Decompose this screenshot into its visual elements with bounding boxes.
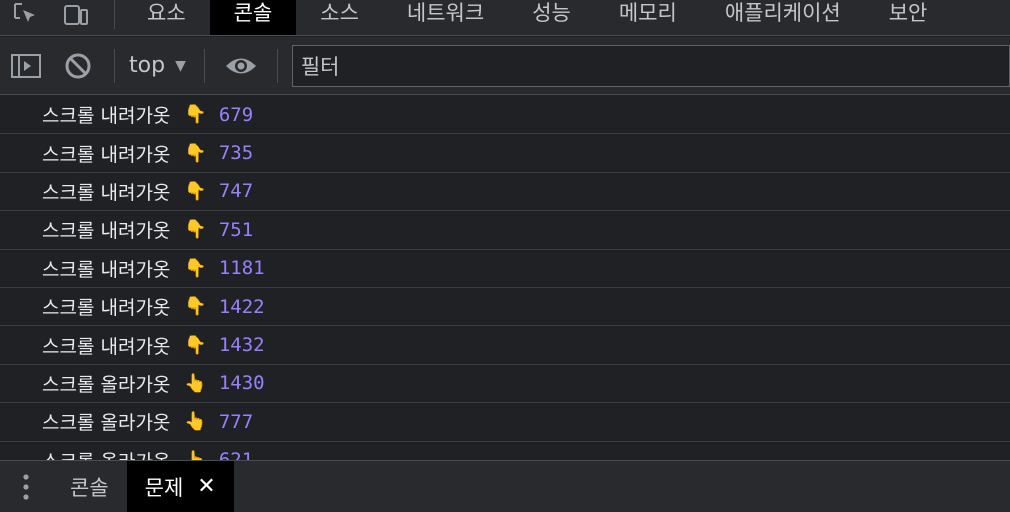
tab-elements[interactable]: 요소 [123,0,210,35]
log-message: 스크롤 내려가옷 [42,105,171,128]
console-row: 스크롤 내려가옷 👇 751 [0,211,1010,250]
log-number: 679 [218,103,254,126]
log-number: 1181 [218,257,265,280]
log-number: 751 [218,218,254,241]
console-row: 스크롤 내려가옷 👇 1432 [0,326,1010,365]
pointing-down-icon: 👇 [184,104,207,126]
toolbar-separator [114,48,115,83]
pointing-down-icon: 👇 [184,257,207,279]
toolbar-separator [203,48,205,83]
pointing-down-icon: 👇 [184,142,207,164]
drawer-tab-console[interactable]: 콘솔 [52,461,127,512]
tab-console[interactable]: 콘솔 [209,0,297,35]
context-label: top [129,53,166,78]
show-sidebar-button[interactable] [0,37,52,95]
tab-label: 성능 [532,0,571,25]
tab-separator [114,0,115,29]
devtools-tabbar: 요소 콘솔 소스 네트워크 성능 메모리 애플리케이션 보안 [0,0,1010,36]
inspect-icon [14,2,35,22]
console-row: 스크롤 내려가옷 👇 747 [0,173,1010,212]
log-number: 777 [218,410,254,433]
tab-sources[interactable]: 소스 [296,0,383,35]
console-row: 스크롤 내려가옷 👇 1422 [0,288,1010,327]
context-selector[interactable]: top ▼ [125,53,194,78]
console-output[interactable]: 스크롤 내려가옷 👇 679 스크롤 내려가옷 👇 735 스크롤 내려가옷 👇 747 스… [0,96,1010,460]
log-message: 스크롤 올라가옷 [42,412,171,435]
log-message: 스크롤 내려가옷 [42,181,171,204]
filter-placeholder: 필터 [300,54,340,79]
device-toolbar-button[interactable] [50,0,100,35]
drawer-tab-label: 콘솔 [70,475,109,500]
log-message: 스크롤 내려가옷 [42,335,171,358]
tab-label: 소스 [320,0,359,25]
drawer-menu-button[interactable] [0,461,52,512]
console-row: 스크롤 내려가옷 👇 735 [0,134,1010,173]
sidebar-toggle-icon [11,53,41,78]
log-message: 스크롤 내려가옷 [42,143,171,166]
drawer-tab-issues[interactable]: 문제 ✕ [126,461,234,512]
tab-application[interactable]: 애플리케이션 [701,0,865,35]
log-number: 1422 [218,295,265,318]
live-expression-button[interactable] [215,37,267,95]
drawer-tabbar: 콘솔 문제 ✕ [0,460,1010,512]
inspect-element-button[interactable] [0,0,50,35]
device-toggle-icon [64,4,88,25]
tab-label: 보안 [888,0,928,25]
pointing-down-icon: 👇 [184,334,207,356]
tab-security[interactable]: 보안 [865,0,952,35]
kebab-menu-icon [23,473,29,500]
close-icon[interactable]: ✕ [197,474,216,499]
tab-label: 네트워크 [406,0,485,25]
toolbar-separator [276,48,278,83]
log-number: 621 [219,449,253,460]
pointing-up-icon: 👆 [184,450,206,460]
dropdown-triangle-icon: ▼ [175,57,186,74]
console-row: 스크롤 올라가옷 👆 1430 [0,365,1010,404]
log-number: 747 [218,180,254,203]
console-row: 스크롤 내려가옷 👇 1181 [0,250,1010,288]
tab-label: 애플리케이션 [724,0,841,25]
pointing-down-icon: 👇 [184,219,207,241]
clear-console-icon [65,53,91,78]
console-row: 스크롤 올라가옷 👆 777 [0,403,1010,442]
console-row: 스크롤 내려가옷 👇 679 [0,96,1010,135]
tab-label: 콘솔 [233,0,273,25]
pointing-up-icon: 👆 [184,411,207,433]
log-number: 735 [218,142,254,165]
tab-performance[interactable]: 성능 [508,0,595,35]
log-message: 스크롤 올라가옷 [42,373,171,396]
clear-console-button[interactable] [52,37,104,95]
drawer-tab-label: 문제 [144,475,184,500]
pointing-down-icon: 👇 [184,180,207,202]
filter-input[interactable]: 필터 [291,44,1010,87]
console-toolbar: top ▼ 필터 [0,37,1010,95]
eye-icon [225,58,256,73]
log-message: 스크롤 내려가옷 [42,297,171,320]
tab-network[interactable]: 네트워크 [383,0,508,35]
log-message: 스크롤 올라가옷 [42,447,170,460]
console-row: 스크롤 올라가옷 👆 621 [0,442,1010,460]
log-number: 1430 [218,372,265,395]
tab-memory[interactable]: 메모리 [595,0,701,35]
tab-label: 메모리 [618,0,677,25]
log-number: 1432 [218,334,265,357]
tab-label: 요소 [147,0,186,25]
pointing-up-icon: 👆 [184,372,207,394]
pointing-down-icon: 👇 [184,296,207,318]
log-message: 스크롤 내려가옷 [42,258,171,281]
log-message: 스크롤 내려가옷 [42,220,171,243]
